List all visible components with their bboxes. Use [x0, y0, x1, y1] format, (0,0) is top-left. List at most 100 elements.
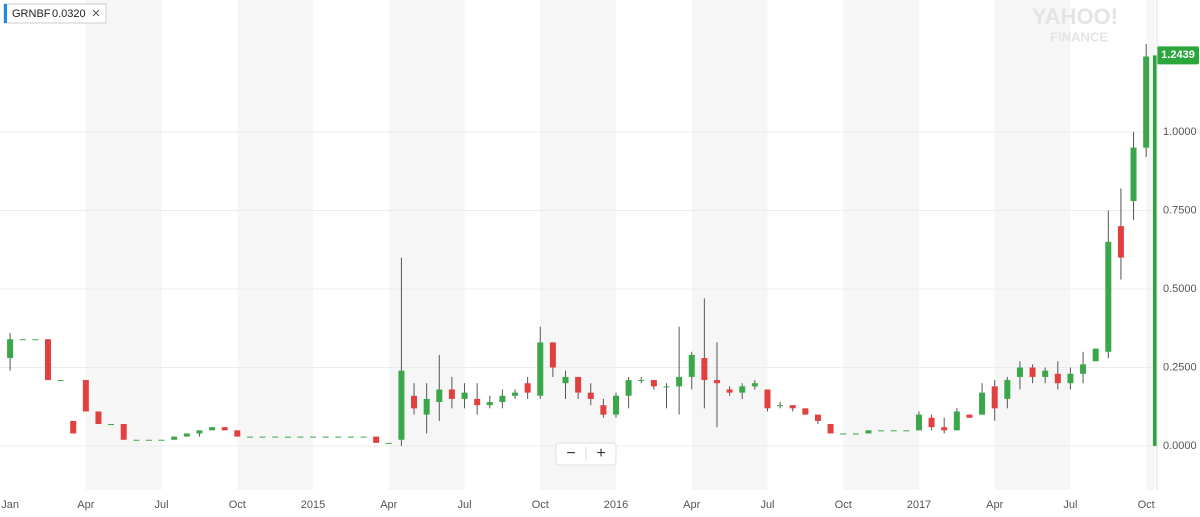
candle-body — [310, 436, 317, 438]
candle-body — [953, 411, 960, 431]
x-tick-label: 2015 — [301, 499, 325, 511]
candle-body — [701, 358, 708, 381]
candle-body — [1130, 147, 1137, 202]
candle-body — [486, 402, 493, 406]
candle-body — [1143, 56, 1150, 148]
candle-body — [82, 380, 89, 412]
candle-body — [322, 436, 329, 438]
candle-body — [587, 392, 594, 399]
grid-band — [691, 0, 768, 490]
grid-band — [85, 0, 162, 490]
candle-body — [32, 339, 39, 341]
y-tick-label: 0.7500 — [1163, 204, 1197, 216]
x-tick-label: Oct — [1138, 499, 1155, 511]
candle-body — [524, 383, 531, 393]
candle-body — [512, 392, 519, 396]
candle-body — [44, 339, 51, 381]
candle-body — [537, 342, 544, 396]
candle-body — [941, 427, 948, 431]
zoom-out[interactable]: − — [566, 445, 575, 462]
candle-body — [1092, 348, 1099, 362]
candle-body — [19, 339, 26, 341]
candle-body — [196, 430, 203, 434]
candle-body — [1016, 367, 1023, 377]
x-tick-label: Oct — [532, 499, 549, 511]
candle-body — [499, 395, 506, 403]
candle-body — [890, 430, 897, 432]
x-tick-label: Apr — [986, 499, 1003, 511]
candle-body — [423, 398, 430, 415]
x-tick-label: Oct — [229, 499, 246, 511]
zoom-control: − + — [555, 442, 617, 466]
candle-body — [613, 395, 619, 415]
candle-body — [108, 424, 115, 426]
candle-body — [234, 430, 241, 437]
candle-body — [726, 389, 733, 393]
watermark: FINANCE — [1050, 29, 1108, 44]
candle-body — [789, 405, 796, 409]
candle-body — [562, 376, 569, 384]
x-tick-label: 2016 — [604, 499, 628, 511]
candle-body — [297, 436, 304, 438]
candle-body — [1067, 373, 1074, 384]
candle-body — [915, 414, 922, 431]
legend-tag[interactable]: GRNBF 0.0320 — [3, 3, 107, 24]
last-price-box — [1157, 46, 1199, 65]
candle-body — [840, 433, 847, 435]
candle-body — [676, 376, 683, 387]
x-tick-label: Jul — [155, 499, 169, 511]
candle-body — [625, 380, 632, 396]
candle-body — [183, 433, 190, 437]
candle-body — [57, 380, 64, 382]
legend-ticker: GRNBF — [12, 8, 51, 20]
candle-body — [360, 436, 367, 438]
zoom-in[interactable]: + — [596, 445, 605, 462]
candle-body — [1117, 226, 1124, 258]
candle-body — [1054, 373, 1061, 384]
grid-band — [540, 0, 616, 490]
last-price-label: 1.2439 — [1161, 49, 1195, 61]
y-tick-label: 0.0000 — [1163, 440, 1197, 452]
x-tick-label: Jul — [1063, 499, 1077, 511]
x-tick-label: Oct — [835, 499, 852, 511]
candle-body — [1080, 364, 1087, 374]
candle-body — [259, 436, 266, 438]
candle-body — [713, 380, 720, 384]
candle-body — [1042, 370, 1049, 377]
candle-body — [448, 389, 455, 399]
candle-body — [827, 424, 834, 434]
candle-body — [95, 411, 102, 425]
x-tick-label: Apr — [683, 499, 700, 511]
x-tick-label: Jan — [1, 499, 19, 511]
candle-body — [1105, 241, 1112, 352]
y-tick-label: 1.0000 — [1163, 126, 1197, 138]
candle-body — [158, 439, 165, 441]
close-icon[interactable] — [92, 9, 100, 17]
grid-band — [994, 0, 1071, 490]
candle-body — [145, 439, 152, 441]
candle-body — [549, 342, 556, 368]
candle-body — [209, 427, 216, 431]
candle-body — [1029, 367, 1036, 377]
x-tick-label: Apr — [77, 499, 94, 511]
x-tick-label: 2017 — [907, 499, 931, 511]
candle-body — [865, 430, 872, 434]
candle-body — [802, 408, 809, 415]
candle-body — [979, 392, 986, 415]
candle-body — [878, 430, 885, 432]
candle-body — [814, 414, 821, 421]
candle-body — [171, 436, 178, 440]
candle-body — [120, 424, 127, 440]
candle-body — [373, 436, 380, 443]
grid-band — [1146, 0, 1155, 490]
candle-body — [739, 386, 746, 393]
candle-body — [7, 339, 14, 359]
grid-band — [843, 0, 919, 490]
candle-body — [852, 433, 859, 435]
candle-body — [221, 427, 228, 431]
candle-body — [436, 389, 443, 403]
x-tick-label: Jul — [457, 499, 471, 511]
watermark: YAHOO! — [1032, 4, 1118, 29]
